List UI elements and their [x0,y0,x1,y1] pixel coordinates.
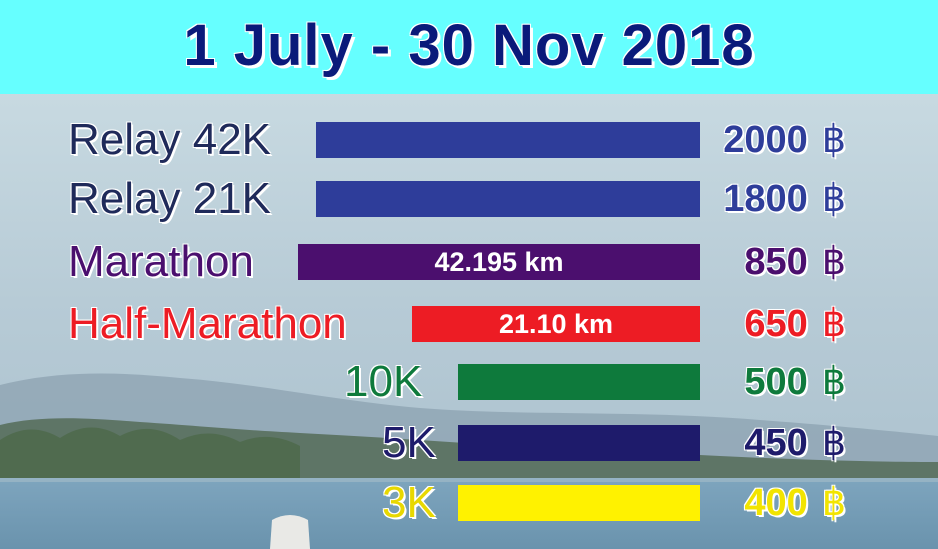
race-label-marathon: Marathon [68,237,254,286]
baht-currency-symbol: ฿ [821,482,846,524]
price-value: 2000 [723,119,808,161]
price-value: 450 [744,422,808,464]
price-value: 1800 [723,178,808,220]
race-label-3k: 3K [382,478,436,527]
race-bar-relay-21k [316,181,700,217]
race-price-marathon: 850 ฿ [744,240,846,284]
baht-currency-symbol: ฿ [821,422,846,464]
price-value: 400 [744,482,808,524]
baht-currency-symbol: ฿ [821,361,846,403]
race-price-half-marathon: 650 ฿ [744,302,846,346]
baht-currency-symbol: ฿ [821,241,846,283]
race-price-relay-21k: 1800 ฿ [723,177,846,221]
price-value: 500 [744,361,808,403]
baht-currency-symbol: ฿ [821,119,846,161]
race-label-relay-21k: Relay 21K [68,174,272,223]
race-bar-marathon: 42.195 km [298,244,700,280]
price-value: 650 [744,303,808,345]
race-label-5k: 5K [382,418,436,467]
race-bar-relay-42k [316,122,700,158]
race-distance-marathon: 42.195 km [434,247,564,277]
race-bar-10k [458,364,700,400]
race-price-3k: 400 ฿ [744,481,846,525]
race-bar-half-marathon: 21.10 km [412,306,700,342]
race-bar-5k [458,425,700,461]
race-label-relay-42k: Relay 42K [68,115,272,164]
race-price-10k: 500 ฿ [744,360,846,404]
price-value: 850 [744,241,808,283]
baht-currency-symbol: ฿ [821,303,846,345]
race-price-relay-42k: 2000 ฿ [723,118,846,162]
race-label-half-marathon: Half-Marathon [68,299,347,348]
race-label-10k: 10K [344,357,423,406]
page-title: 1 July - 30 Nov 2018 [183,13,755,78]
race-bar-3k [458,485,700,521]
race-price-5k: 450 ฿ [744,421,846,465]
header-banner: 1 July - 30 Nov 2018 [0,0,938,94]
race-distance-half-marathon: 21.10 km [498,309,614,339]
baht-currency-symbol: ฿ [821,178,846,220]
